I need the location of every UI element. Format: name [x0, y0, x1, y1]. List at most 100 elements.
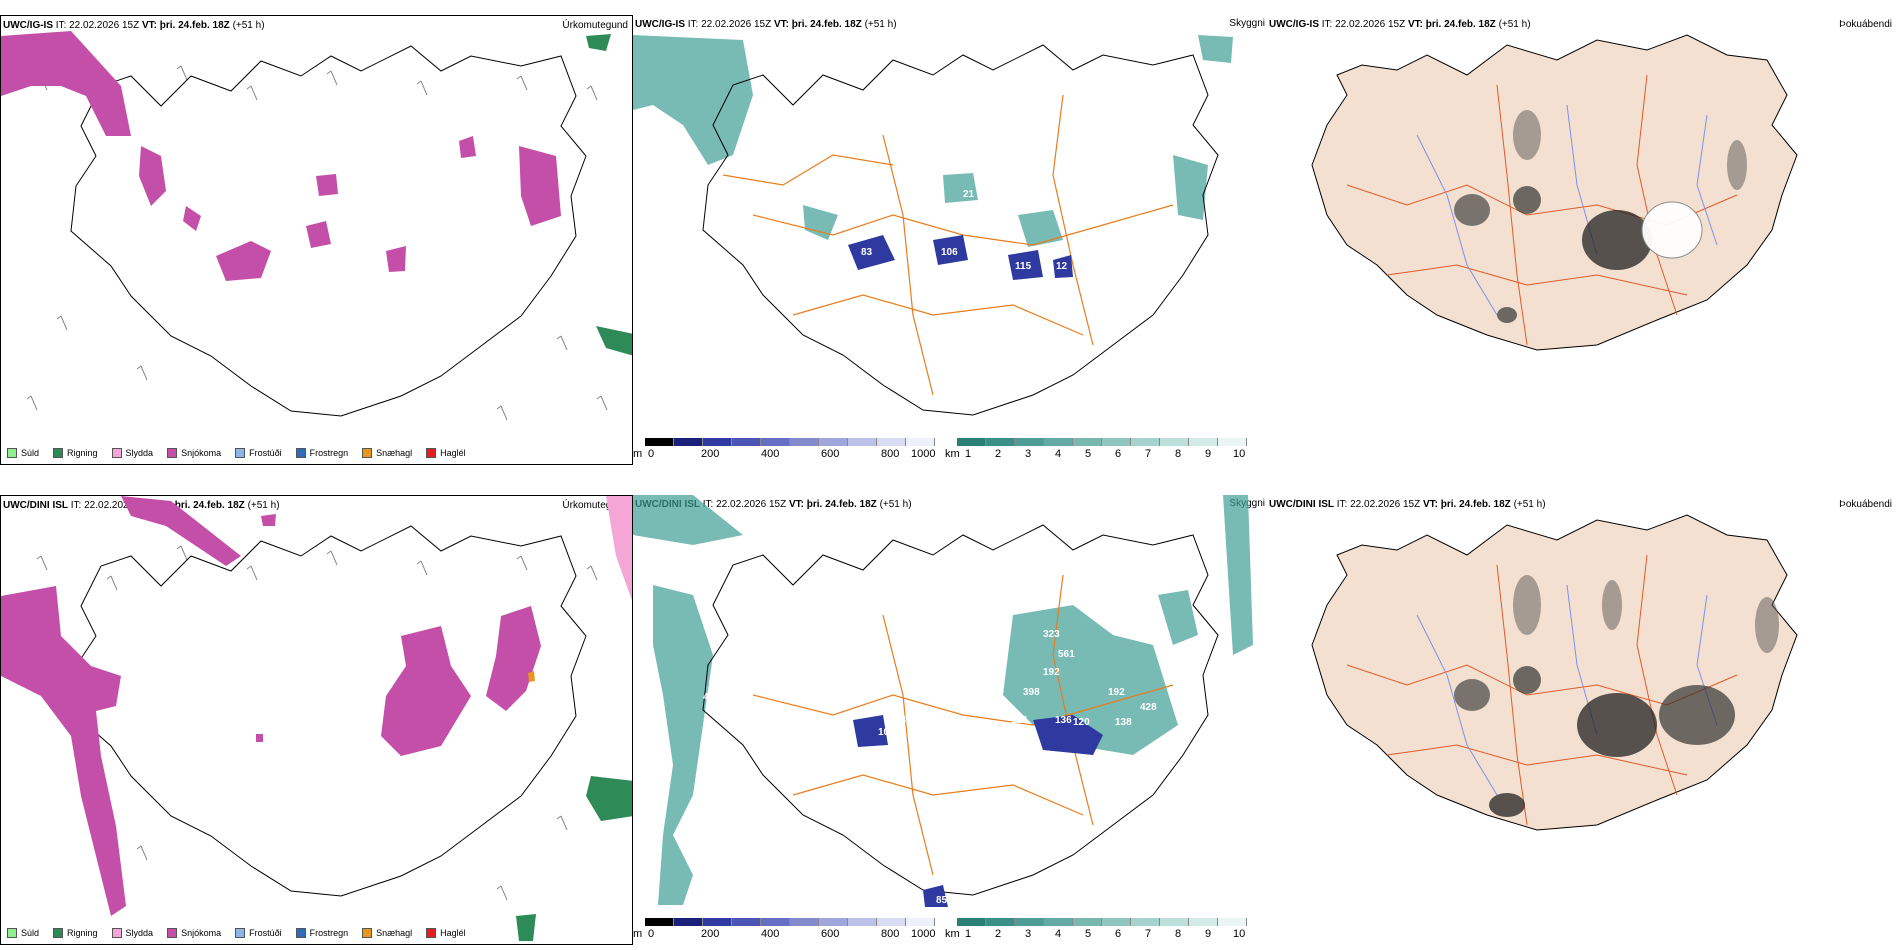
legend-label: Snæhagl	[376, 928, 413, 938]
precip-map	[1, 496, 632, 941]
colorbar-segment	[957, 438, 986, 446]
iceland-outline	[702, 524, 1219, 896]
fog-map	[1311, 514, 1798, 831]
vis-teal-areas	[633, 35, 1233, 247]
tick-label: 600	[821, 448, 840, 460]
iceland-outline	[702, 44, 1219, 416]
legend-swatch	[362, 928, 373, 938]
legend-label: Slydda	[125, 928, 154, 938]
legend-swatch	[111, 448, 122, 458]
ceiling-label: 41	[703, 692, 715, 703]
legend-item: Frostregn	[295, 928, 349, 938]
ceiling-label: 47	[1148, 602, 1160, 613]
field-title: Skyggni	[1229, 18, 1265, 29]
ceiling-label: 856	[723, 680, 740, 691]
ceiling-label: 323	[1043, 629, 1060, 640]
legend-label: Rigning	[67, 448, 98, 458]
vt-value: þri. 24.feb. 18Z	[806, 499, 877, 510]
legend-item: Frostúði	[235, 928, 282, 938]
ceiling-label: 83	[861, 247, 873, 258]
ceiling-unit: m	[633, 448, 643, 460]
colorbar-segment	[1044, 918, 1073, 926]
legend-swatch	[7, 928, 17, 938]
ceiling-label: 561	[1058, 649, 1075, 660]
legend-item: Rigning	[53, 928, 98, 938]
colorbar-segment	[848, 918, 877, 926]
ceiling-colorbar: m 0 200 400 600 800 1000	[633, 438, 938, 464]
ceiling-label: 192	[1043, 667, 1060, 678]
it-value: 22.02.2026 15Z	[1350, 499, 1421, 510]
colorbar-segment	[703, 438, 732, 446]
ceiling-label: 108	[878, 727, 895, 738]
field-title: Þokuábendi	[1839, 19, 1892, 30]
legend-label: Haglél	[440, 928, 466, 938]
tick-label: 3	[1025, 928, 1032, 940]
lead-time: (+51 h)	[1498, 19, 1531, 30]
tick-label: 4	[1055, 448, 1062, 460]
legend-item: Slydda	[111, 448, 153, 458]
colorbar-segment	[986, 918, 1015, 926]
it-value: 22.02.2026 15Z	[84, 500, 155, 511]
rain-area-ne	[586, 34, 611, 51]
snow-areas	[1, 496, 541, 916]
legend-swatch	[235, 928, 246, 938]
snow-pellets-area	[528, 671, 535, 682]
colorbar-segment	[674, 438, 703, 446]
ceiling-colorbar: m 0 200 400 600 800 1000	[633, 918, 938, 944]
tick-label: 5	[1085, 928, 1092, 940]
tick-label: 5	[1085, 448, 1092, 460]
colorbar-segment	[1160, 918, 1189, 926]
visibility-panel-bottom: UWC/DINI ISL IT: 22.02.2026 15Z VT: þri.…	[633, 495, 1267, 950]
colorbar-segment	[674, 918, 703, 926]
fog-panel-bottom: UWC/DINI ISL IT: 22.02.2026 15Z VT: þri.…	[1267, 495, 1900, 950]
legend-swatch	[7, 448, 17, 458]
it-label: IT:	[687, 19, 699, 30]
ceiling-label: 38	[895, 715, 907, 726]
legend-swatch	[167, 448, 178, 458]
colorbar-segment	[703, 918, 732, 926]
precip-legend: Súld Rigning Slydda Snjókoma Frostúði Fr…	[7, 448, 466, 458]
ceiling-label: 106	[941, 247, 958, 258]
colorbar-segment	[1073, 918, 1102, 926]
ceiling-label: 115	[1015, 261, 1032, 272]
model-label: UWC/IG-IS	[635, 19, 685, 30]
fog-panel-top: UWC/IG-IS IT: 22.02.2026 15Z VT: þri. 24…	[1267, 15, 1900, 465]
legend-swatch	[167, 928, 178, 938]
tick-label: 2	[995, 448, 1002, 460]
it-label: IT:	[70, 500, 82, 511]
ceiling-label: 17	[1118, 263, 1130, 274]
lead-time: (+51 h)	[247, 500, 280, 511]
tick-label: 9	[1205, 928, 1212, 940]
colorbar-segment	[732, 438, 761, 446]
visibility-colorbar: km 1 2 3 4 5 6 7 8 9 10	[945, 918, 1250, 944]
ceiling-label: 428	[1140, 702, 1157, 713]
it-label: IT:	[55, 20, 67, 31]
it-value: 22.02.2026 15Z	[69, 20, 140, 31]
it-value: 22.02.2026 15Z	[1335, 19, 1406, 30]
legend-item: Súld	[7, 928, 39, 938]
legend-swatch	[235, 448, 246, 458]
field-title: Þokuábendi	[1839, 499, 1892, 510]
snow-areas	[1, 31, 561, 281]
legend-label: Frostregn	[309, 928, 349, 938]
legend-label: Frostúði	[249, 928, 282, 938]
legend-item: Snjókoma	[167, 448, 221, 458]
ceiling-blue-areas	[853, 715, 1103, 907]
ceiling-blue-areas	[848, 235, 1073, 280]
tick-label: 10	[1233, 928, 1246, 940]
sleet-area	[606, 496, 632, 601]
colorbar-segment	[1015, 918, 1044, 926]
vt-value: þri. 24.feb. 18Z	[174, 500, 245, 511]
tick-label: 3	[1025, 448, 1032, 460]
ceiling-label: 138	[1115, 717, 1132, 728]
ceiling-label: 21	[963, 189, 975, 200]
ceiling-label: 85	[936, 895, 948, 906]
legend-label: Snæhagl	[376, 448, 413, 458]
colorbar-segment	[1189, 438, 1218, 446]
colorbar-segment	[1073, 438, 1102, 446]
tick-label: 1	[965, 928, 972, 940]
colorbar-segment	[906, 438, 935, 446]
legend-label: Frostregn	[309, 448, 349, 458]
colorbar-segment	[790, 918, 819, 926]
tick-label: 200	[701, 448, 720, 460]
